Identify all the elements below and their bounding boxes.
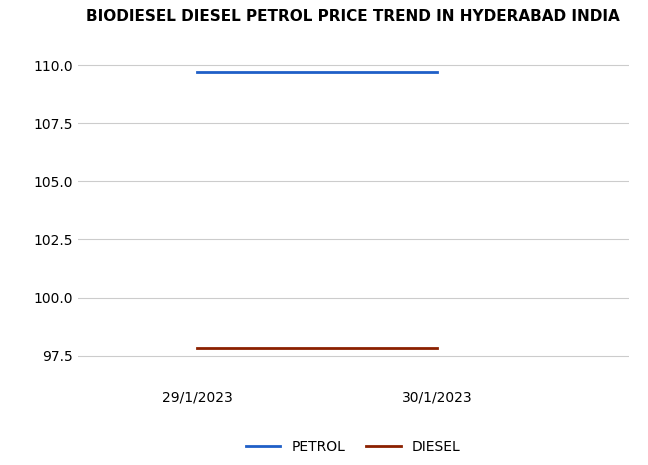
DIESEL [433, 345, 441, 351]
PETROL [194, 69, 202, 75]
PETROL [433, 69, 441, 75]
DIESEL [194, 345, 202, 351]
Legend: PETROL, DIESEL: PETROL, DIESEL [240, 435, 467, 460]
Title: BIODIESEL DIESEL PETROL PRICE TREND IN HYDERABAD INDIA: BIODIESEL DIESEL PETROL PRICE TREND IN H… [86, 8, 620, 24]
